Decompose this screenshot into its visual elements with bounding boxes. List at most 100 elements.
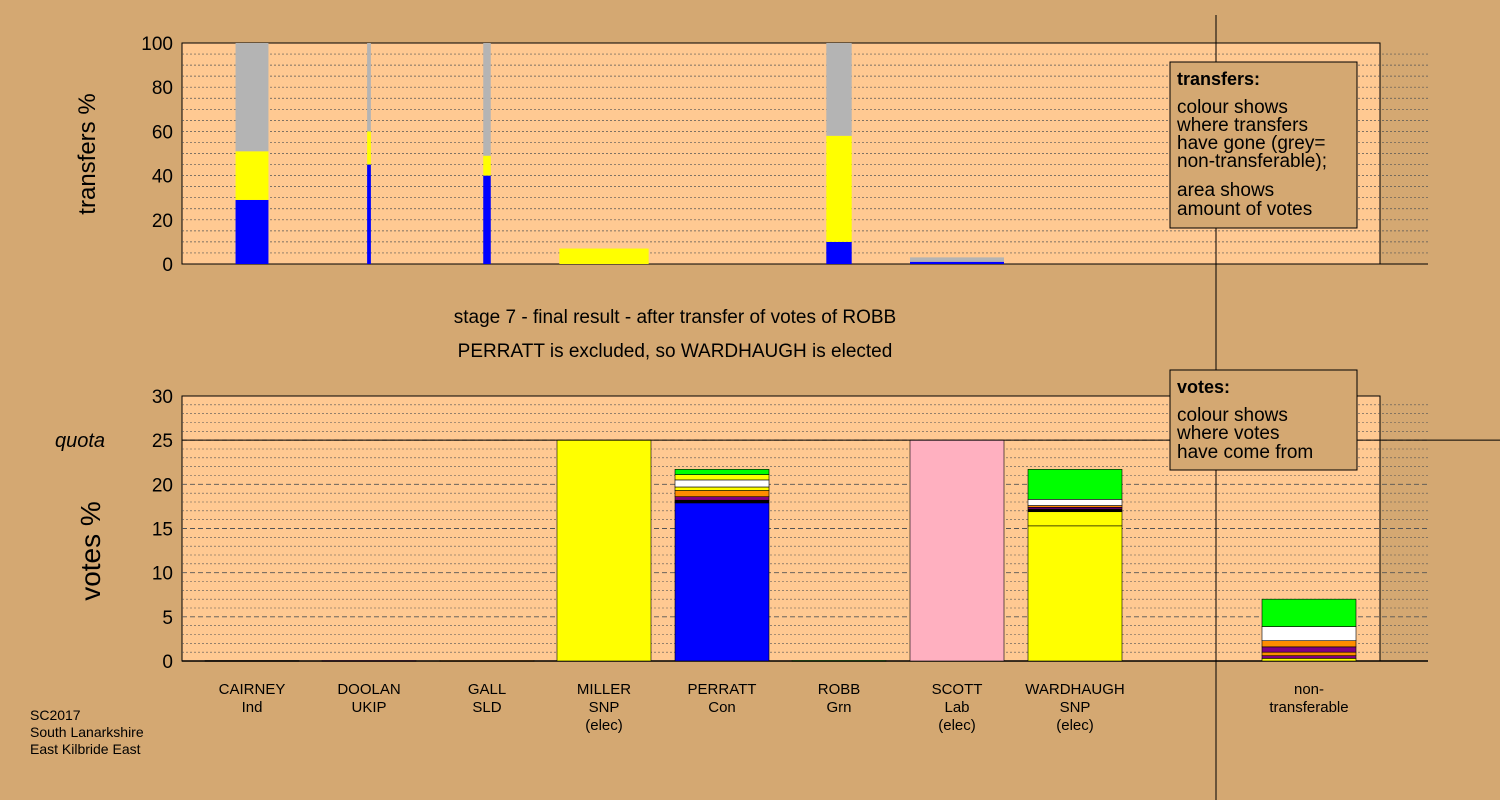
candidate-label-line: SLD	[472, 699, 501, 716]
vote-segment-miller	[556, 439, 652, 662]
transfer-segment-robb	[826, 135, 852, 242]
candidate-label-line: MILLER	[577, 681, 631, 698]
votes-tick-label: 5	[162, 608, 173, 629]
vote-segment-gall	[439, 660, 535, 662]
vote-segment-doolan	[321, 660, 417, 662]
candidate-label-line: Ind	[242, 699, 263, 716]
vote-segment-non-transferable	[1261, 651, 1357, 657]
candidate-label-line: (elec)	[938, 717, 976, 734]
candidate-label-line: SCOTT	[932, 681, 983, 698]
candidate-label-line: non-	[1294, 681, 1324, 698]
transfer-segment-gall	[483, 43, 491, 156]
transfers-legend-line: where transfers	[1176, 115, 1308, 136]
vote-segment-non-transferable	[1261, 646, 1357, 653]
transfer-segment-doolan	[367, 164, 371, 264]
vote-segment-non-transferable	[1261, 640, 1357, 648]
vote-segment-wardhaugh	[1027, 511, 1123, 527]
transfers-legend-title: transfers:	[1177, 69, 1260, 89]
vote-segment-wardhaugh	[1027, 499, 1123, 506]
candidate-label-line: GALL	[468, 681, 506, 698]
footer-line: South Lanarkshire	[30, 724, 144, 740]
candidate-label-line: UKIP	[351, 699, 386, 716]
candidate-label-line: SNP	[1060, 699, 1091, 716]
votes-legend-line: where votes	[1176, 423, 1279, 444]
vote-segment-non-transferable	[1261, 598, 1357, 627]
vote-segment-non-transferable	[1261, 626, 1357, 641]
transfer-segment-robb	[826, 43, 852, 136]
transfer-segment-scott	[910, 257, 1004, 262]
footer-line: East Kilbride East	[30, 741, 141, 757]
transfers-tick-label: 60	[152, 122, 173, 143]
transfers-tick-label: 0	[162, 255, 173, 276]
candidate-label-line: ROBB	[818, 681, 861, 698]
vote-segment-scott	[909, 439, 1005, 662]
transfers-tick-label: 100	[141, 34, 173, 55]
vote-segment-wardhaugh	[1027, 508, 1123, 513]
candidate-label-line: Grn	[826, 699, 851, 716]
vote-segment-perratt	[674, 490, 770, 497]
transfer-segment-scott	[910, 261, 1004, 264]
votes-tick-label: 20	[152, 475, 173, 496]
candidate-label-line: transferable	[1269, 699, 1348, 716]
vote-segment-perratt	[674, 469, 770, 475]
votes-legend-title: votes:	[1177, 377, 1230, 397]
candidate-label-line: Lab	[944, 699, 969, 716]
footer-line: SC2017	[30, 707, 81, 723]
vote-segment-perratt	[674, 499, 770, 504]
votes-tick-label: 0	[162, 652, 173, 673]
vote-segment-wardhaugh	[1027, 469, 1123, 500]
vote-segment-non-transferable	[1261, 655, 1357, 659]
vote-segment-perratt	[674, 496, 770, 501]
transfers-tick-label: 20	[152, 211, 173, 232]
transfers-tick-label: 40	[152, 167, 173, 188]
candidate-label-line: PERRATT	[688, 681, 757, 698]
votes-axis-label: votes %	[75, 501, 106, 601]
transfers-legend-line: non-transferable);	[1177, 151, 1327, 172]
transfer-segment-robb	[826, 241, 852, 264]
vote-segment-perratt	[674, 486, 770, 491]
transfers-legend-line: area shows	[1177, 180, 1274, 201]
candidate-label-line: SNP	[589, 699, 620, 716]
vote-segment-perratt	[674, 479, 770, 488]
candidate-label-line: WARDHAUGH	[1025, 681, 1124, 698]
votes-tick-label: 25	[152, 431, 173, 452]
transfer-segment-doolan	[367, 43, 371, 132]
votes-tick-label: 10	[152, 564, 173, 585]
transfer-segment-gall	[483, 155, 491, 176]
votes-tick-label: 30	[152, 387, 173, 408]
candidate-label-line: CAIRNEY	[219, 681, 286, 698]
transfers-legend-line: colour shows	[1177, 97, 1288, 118]
transfer-segment-gall	[483, 175, 491, 264]
transfers-tick-label: 80	[152, 78, 173, 99]
candidate-label-line: (elec)	[1056, 717, 1094, 734]
vote-segment-perratt	[674, 474, 770, 481]
transfers-axis-label: transfers %	[74, 93, 101, 214]
votes-legend: votes: colour shows where votes have com…	[1169, 369, 1358, 471]
transfers-legend-line: amount of votes	[1177, 199, 1312, 220]
vote-segment-cairney	[204, 660, 300, 662]
transfer-segment-cairney	[235, 151, 269, 200]
votes-tick-label: 15	[152, 520, 173, 541]
stage-subtitle: PERRATT is excluded, so WARDHAUGH is ele…	[458, 341, 893, 362]
candidate-label-line: Con	[708, 699, 736, 716]
candidate-label: non-transferable	[1269, 681, 1348, 716]
vote-segment-wardhaugh	[1027, 525, 1123, 662]
transfer-segment-cairney	[235, 43, 269, 152]
votes-legend-line: have come from	[1177, 442, 1313, 463]
vote-segment-perratt	[674, 502, 770, 662]
transfer-segment-miller	[559, 248, 649, 264]
transfer-segment-cairney	[235, 199, 269, 264]
vote-segment-non-transferable	[1261, 658, 1357, 662]
stage-title: stage 7 - final result - after transfer …	[454, 307, 896, 328]
transfers-legend-line: have gone (grey=	[1177, 133, 1325, 154]
transfer-segment-doolan	[367, 131, 371, 165]
